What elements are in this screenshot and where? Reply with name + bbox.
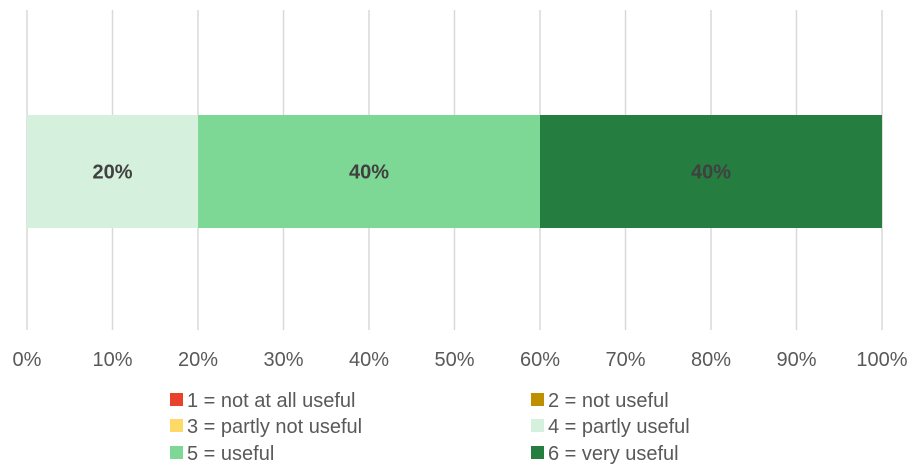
legend-swatch [170,393,183,406]
x-tick-label: 40% [349,349,389,371]
legend-swatch [531,393,544,406]
bar-segment [198,115,540,228]
legend-label: 1 = not at all useful [187,390,355,412]
bar-segment [27,115,198,228]
x-tick-label: 30% [263,349,303,371]
x-tick-label: 50% [434,349,474,371]
x-tick-label: 60% [520,349,560,371]
legend-label: 3 = partly not useful [187,416,362,438]
legend-swatch [531,419,544,432]
legend-label: 2 = not useful [548,390,669,412]
x-tick-label: 20% [178,349,218,371]
legend-swatch [170,419,183,432]
x-axis-ticks: 0% 10% 20% 30% 40% 50% 60% 70% 80% 90% 100% [13,349,908,371]
x-tick-label: 100% [856,349,907,371]
legend: 1 = not at all useful 2 = not useful 3 = p… [170,390,690,464]
legend-swatch [170,446,183,459]
legend-label: 4 = partly useful [548,416,690,438]
data-label: 40% [349,162,389,184]
x-tick-label: 70% [605,349,645,371]
legend-label: 5 = useful [187,443,274,464]
x-tick-label: 10% [92,349,132,371]
x-tick-label: 80% [691,349,731,371]
legend-swatch [531,446,544,459]
data-label: 20% [92,162,132,184]
data-labels: 20% 40% 40% [92,162,731,184]
data-label: 40% [691,162,731,184]
bar-segment [540,115,882,228]
legend-label: 6 = very useful [548,443,679,464]
x-tick-label: 90% [776,349,816,371]
bar-segments [27,115,882,228]
x-tick-label: 0% [13,349,42,371]
